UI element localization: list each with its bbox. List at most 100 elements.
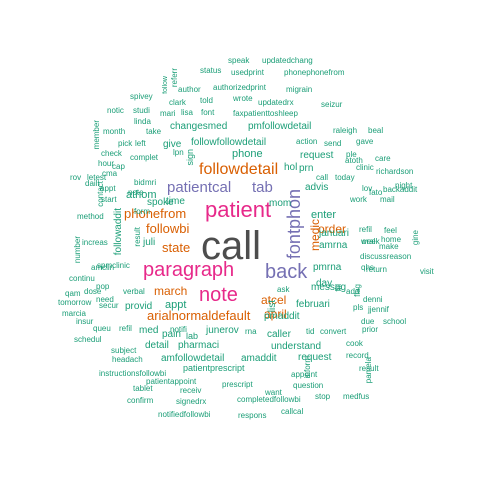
word-contact: contact bbox=[96, 181, 105, 207]
word-home: home bbox=[381, 235, 402, 244]
word-junerov: junerov bbox=[206, 325, 239, 336]
word-question: question bbox=[293, 381, 324, 390]
word-font: font bbox=[201, 108, 215, 117]
word-subject: subject bbox=[111, 346, 137, 355]
word-lpn: lpn bbox=[173, 148, 184, 157]
word-need: need bbox=[96, 295, 114, 304]
word-rov: rov bbox=[70, 173, 82, 182]
word-note: note bbox=[199, 284, 238, 306]
word-prior: prior bbox=[362, 325, 379, 334]
word-increas: increas bbox=[82, 238, 108, 247]
word-authorizedprint: authorizedprint bbox=[213, 83, 266, 92]
word-insur: insur bbox=[76, 317, 94, 326]
word-tomorrow: tomorrow bbox=[58, 298, 92, 307]
word-ple: ple bbox=[346, 150, 357, 159]
word-changesmed: changesmed bbox=[170, 121, 228, 132]
word-instructionsfollowbi: instructionsfollowbi bbox=[99, 369, 167, 378]
word-signedrx: signedrx bbox=[176, 397, 207, 406]
word-headach: headach bbox=[112, 355, 143, 364]
word-raleigh: raleigh bbox=[333, 126, 358, 135]
word-verbal: verbal bbox=[123, 287, 145, 296]
word-arialnormaldefault: arialnormaldefault bbox=[147, 308, 251, 323]
word-completedfollowbi: completedfollowbi bbox=[237, 395, 301, 404]
word-amfollowdetail: amfollowdetail bbox=[161, 353, 225, 364]
word-pop: pop bbox=[96, 282, 110, 291]
word-mari: mari bbox=[160, 109, 176, 118]
word-enter: enter bbox=[311, 209, 337, 221]
word-gave: gave bbox=[356, 137, 374, 146]
word-dose: dose bbox=[84, 287, 102, 296]
word-notifi: notifi bbox=[170, 325, 187, 334]
word-schedul: schedul bbox=[74, 335, 102, 344]
word-jjennif: jjennif bbox=[368, 305, 389, 314]
word-richardson: richardson bbox=[376, 167, 414, 176]
word-patient: patient bbox=[205, 197, 272, 222]
word-april: april bbox=[264, 307, 287, 321]
word-amclin: amclin bbox=[91, 263, 115, 272]
word-appt: appt bbox=[165, 299, 187, 311]
word-tab: tab bbox=[252, 179, 273, 196]
word-medfus: medfus bbox=[343, 392, 370, 401]
word-fato: fato bbox=[369, 188, 383, 197]
word-march: march bbox=[154, 284, 188, 298]
word-today: today bbox=[335, 173, 355, 182]
word-letest: letest bbox=[87, 173, 107, 182]
word-give: give bbox=[163, 139, 182, 150]
word-denni: denni bbox=[363, 295, 383, 304]
word-visit: visit bbox=[420, 267, 434, 276]
word-told: told bbox=[200, 96, 213, 105]
word-request: request bbox=[300, 150, 334, 161]
word-followdetail: followdetail bbox=[199, 161, 279, 178]
word-number: number bbox=[73, 236, 82, 264]
word-state: state bbox=[162, 240, 191, 255]
word-request: request bbox=[298, 352, 332, 363]
word-pamela: pamela bbox=[364, 357, 373, 384]
word-due: due bbox=[361, 317, 375, 326]
word-daili: daili bbox=[85, 179, 100, 188]
word-amrna: amrna bbox=[319, 240, 348, 251]
word-secur: secur bbox=[99, 301, 119, 310]
word-cook: cook bbox=[346, 339, 363, 348]
word-feel: feel bbox=[384, 226, 397, 235]
word-work: work bbox=[350, 195, 367, 204]
word-want: want bbox=[265, 388, 282, 397]
word-amaddit: amaddit bbox=[241, 353, 277, 364]
word-refil: refil bbox=[119, 324, 132, 333]
word-order: order bbox=[318, 222, 347, 236]
word-faxpatienttoshleep: faxpatienttoshleep bbox=[233, 109, 298, 118]
word-patientprescript: patientprescript bbox=[183, 363, 245, 373]
word-updatedchang: updatedchang bbox=[262, 56, 313, 65]
word-qam: qam bbox=[65, 289, 81, 298]
word-mri: mri bbox=[145, 178, 157, 187]
word-hol: hol bbox=[284, 162, 298, 173]
word-appt: appt bbox=[100, 184, 116, 193]
word-provid: provid bbox=[125, 301, 153, 312]
word-record: record bbox=[346, 351, 369, 360]
word-callcal: callcal bbox=[281, 407, 304, 416]
word-phone: phone bbox=[232, 148, 263, 160]
word-clark: clark bbox=[169, 98, 186, 107]
word-patientappoint: patientappoint bbox=[146, 377, 197, 386]
word-advis: advis bbox=[305, 182, 329, 193]
word-atoth: atoth bbox=[345, 156, 363, 165]
word-seizur: seizur bbox=[321, 100, 343, 109]
word-fill: fill bbox=[334, 284, 343, 292]
word-tid: tid bbox=[306, 327, 315, 336]
word-result: result bbox=[133, 227, 142, 247]
word-followaddit: followaddit bbox=[113, 208, 124, 256]
word-appoint: appoint bbox=[291, 370, 318, 379]
word-discussreason: discussreason bbox=[360, 252, 412, 261]
word-linda: linda bbox=[134, 117, 151, 126]
word-care: care bbox=[375, 154, 391, 163]
word-followfollowdetail: followfollowdetail bbox=[191, 137, 267, 148]
word-clinic: clinic bbox=[356, 163, 374, 172]
word-week: week bbox=[361, 237, 380, 246]
word-confirm: confirm bbox=[127, 396, 154, 405]
word-mail: mail bbox=[380, 195, 395, 204]
word-usedprint: usedprint bbox=[231, 68, 264, 77]
word-phonephonefrom: phonephonefrom bbox=[284, 68, 345, 77]
word-member: member bbox=[92, 120, 101, 150]
word-action: action bbox=[296, 137, 318, 146]
word-pmaddit: pmaddit bbox=[264, 311, 300, 322]
word-continu: continu bbox=[69, 274, 95, 283]
